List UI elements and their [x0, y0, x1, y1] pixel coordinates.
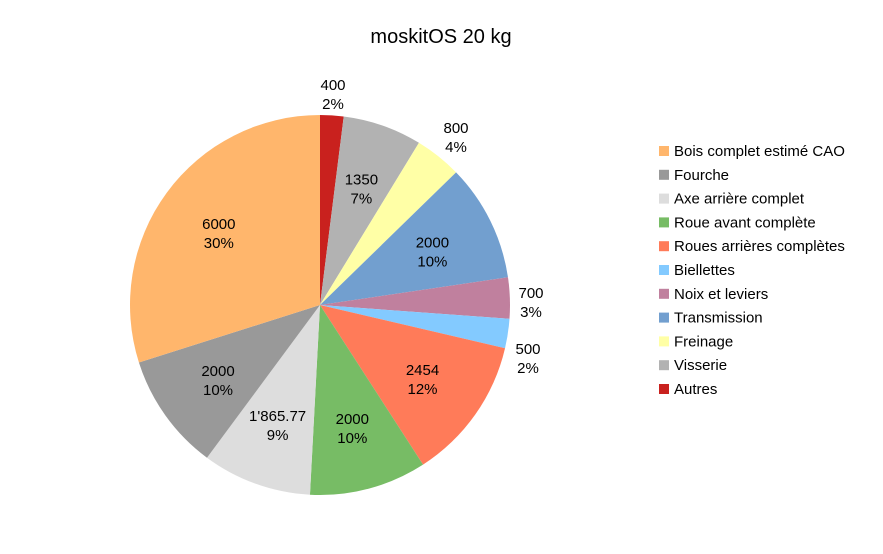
- legend-label-visserie: Visserie: [674, 357, 727, 374]
- pie-slice-visserie: [320, 116, 419, 306]
- legend-swatch-bois-complet-estime-cao: [659, 146, 669, 156]
- data-label-value-fourche: 2000: [201, 363, 234, 380]
- data-label-value-bois-complet-estime-cao: 6000: [202, 216, 235, 233]
- legend-swatch-autres: [659, 384, 669, 394]
- legend-swatch-visserie: [659, 360, 669, 371]
- pie-slice-axe-arriere-complet: [206, 305, 320, 495]
- legend-label-bois-complet-estime-cao: Bois complet estimé CAO: [674, 143, 845, 160]
- legend-swatch-fourche: [659, 169, 669, 180]
- data-label-value-autres: 400: [320, 77, 345, 94]
- data-label-value-noix-et-leviers: 700: [518, 285, 543, 302]
- pie-slice-roue-avant-complete: [309, 305, 424, 495]
- legend-swatch-roues-arrieres-completes: [659, 241, 669, 252]
- data-label-value-visserie: 1350: [345, 172, 378, 189]
- data-label-value-axe-arriere-complet: 1'865.77: [249, 408, 306, 425]
- chart-title: moskitOS 20 kg: [370, 26, 511, 48]
- data-label-value-biellettes: 500: [515, 341, 540, 358]
- data-label-percent-fourche: 10%: [203, 382, 233, 399]
- legend-label-biellettes: Biellettes: [674, 262, 735, 279]
- data-label-percent-freinage: 4%: [445, 139, 467, 156]
- data-label-percent-axe-arriere-complet: 9%: [267, 427, 289, 444]
- pie-slices: [130, 115, 511, 495]
- data-label-percent-autres: 2%: [322, 96, 344, 113]
- data-label-value-roues-arrieres-completes: 2454: [406, 362, 439, 379]
- legend-label-transmission: Transmission: [674, 310, 763, 327]
- data-label-value-freinage: 800: [443, 120, 468, 137]
- pie-slice-transmission: [320, 172, 508, 305]
- data-label-percent-visserie: 7%: [351, 191, 373, 208]
- legend-swatch-transmission: [659, 312, 669, 323]
- legend-label-autres: Autres: [674, 381, 717, 398]
- legend: Bois complet estimé CAO Fourche Axe arrièr…: [659, 143, 845, 398]
- pie-slice-fourche: [138, 305, 320, 458]
- data-labels: 400 2% 1350 7% 800 4% 2000 10% 700 3% 500 2% 2454 12%…: [201, 77, 543, 447]
- legend-swatch-biellettes: [659, 265, 669, 275]
- legend-swatch-noix-et-leviers: [659, 288, 669, 299]
- legend-label-fourche: Fourche: [674, 167, 729, 184]
- data-label-percent-roue-avant-complete: 10%: [337, 430, 367, 447]
- data-label-value-roue-avant-complete: 2000: [336, 411, 369, 428]
- legend-label-roue-avant-complete: Roue avant complète: [674, 214, 816, 231]
- legend-swatch-freinage: [659, 336, 669, 347]
- legend-label-noix-et-leviers: Noix et leviers: [674, 286, 768, 303]
- pie-slice-bois-complet-estime-cao: [130, 115, 320, 363]
- legend-label-axe-arriere-complet: Axe arrière complet: [674, 191, 805, 208]
- pie-slice-freinage: [320, 142, 457, 305]
- data-label-percent-noix-et-leviers: 3%: [520, 304, 542, 321]
- data-label-percent-transmission: 10%: [417, 253, 447, 270]
- data-label-percent-biellettes: 2%: [517, 360, 539, 377]
- pie-slice-autres: [320, 115, 344, 305]
- legend-swatch-axe-arriere-complet: [659, 193, 669, 204]
- pie-slice-roues-arrieres-completes: [320, 305, 506, 465]
- data-label-percent-roues-arrieres-completes: 12%: [407, 381, 437, 398]
- data-label-percent-bois-complet-estime-cao: 30%: [204, 235, 234, 252]
- data-label-value-transmission: 2000: [416, 234, 449, 251]
- legend-swatch-roue-avant-complete: [659, 217, 669, 228]
- legend-label-freinage: Freinage: [674, 333, 733, 350]
- legend-label-roues-arrieres-completes: Roues arrières complètes: [674, 238, 845, 255]
- pie-slice-biellettes: [320, 305, 510, 349]
- pie-slice-noix-et-leviers: [320, 277, 511, 319]
